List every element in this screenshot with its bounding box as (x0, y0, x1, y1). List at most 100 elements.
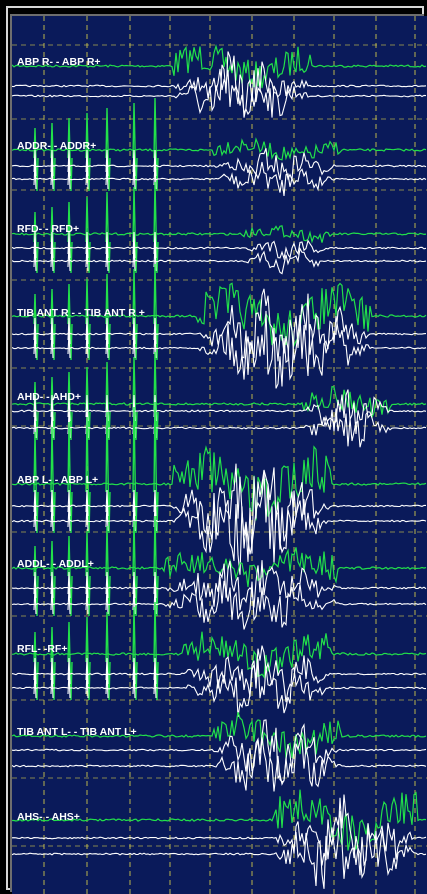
white-stimulus-spike (105, 671, 109, 699)
white-emg-trace (12, 732, 427, 792)
stimulus-artifact-spike (132, 406, 138, 534)
white-stimulus-spike (132, 489, 136, 517)
green-emg-trace (12, 43, 427, 89)
stimulus-artifact-spike (105, 411, 111, 534)
channel-label: RFD- - RFD+ (17, 223, 79, 235)
stimulus-artifact-spike (50, 122, 56, 192)
white-emg-trace (12, 68, 427, 118)
white-stimulus-spike (85, 162, 89, 190)
stimulus-artifact-spike (67, 117, 73, 192)
stimulus-artifact-spike (132, 606, 138, 701)
stimulus-artifact-spike (33, 431, 39, 534)
white-stimulus-spike (153, 162, 157, 190)
white-emg-trace (12, 463, 426, 555)
white-emg-trace (12, 408, 427, 448)
white-stimulus-spike (85, 571, 89, 599)
stimulus-artifact-spike (105, 525, 111, 617)
white-emg-trace (12, 288, 427, 381)
green-emg-trace (12, 712, 427, 759)
white-stimulus-spike (50, 489, 54, 517)
white-stimulus-spike (132, 331, 136, 359)
stimulus-artifact-spike (132, 520, 138, 617)
green-emg-trace (12, 789, 427, 851)
white-stimulus-spike (67, 671, 71, 699)
white-stimulus-spike (33, 244, 37, 272)
stimulus-artifact-spike (67, 421, 73, 534)
white-emg-trace (12, 470, 427, 575)
channel-trace-group (12, 263, 427, 389)
channel-label: ADDR- - ADDR+ (17, 140, 96, 152)
white-stimulus-spike (33, 587, 37, 615)
channel-trace-group (12, 789, 427, 889)
white-stimulus-spike (67, 331, 71, 359)
white-stimulus-spike (50, 394, 54, 422)
channel-label: ABP R- - ABP R+ (17, 56, 101, 68)
green-emg-trace (12, 445, 427, 521)
stimulus-artifact-spike (50, 626, 56, 701)
stimulus-artifact-spike (33, 293, 39, 361)
stimulus-artifact-spike (50, 426, 56, 534)
white-stimulus-spike (50, 671, 54, 699)
stimulus-artifact-spike (85, 530, 91, 617)
white-stimulus-spike (132, 244, 136, 272)
stimulus-artifact-spike (105, 361, 111, 441)
white-stimulus-spike (50, 162, 54, 190)
white-stimulus-spike (105, 162, 109, 190)
stimulus-artifact-spike (105, 191, 111, 274)
stimulus-artifact-spike (153, 97, 159, 192)
channel-label: AHD- - AHD+ (17, 391, 81, 403)
stimulus-artifact-spike (85, 366, 91, 441)
channel-labels: ABP R- - ABP R+ ADDR- - ADDR+ RFD- - RFD+ T… (17, 56, 145, 823)
green-emg-trace (12, 631, 427, 679)
white-stimulus-spike (50, 504, 54, 532)
white-emg-trace (12, 310, 427, 389)
white-stimulus-spike (85, 671, 89, 699)
white-stimulus-spike (85, 489, 89, 517)
white-stimulus-spike (67, 244, 71, 272)
white-stimulus-spike (33, 489, 37, 517)
white-stimulus-spike (153, 244, 157, 272)
stimulus-artifact-spike (33, 631, 39, 701)
white-emg-trace (12, 645, 427, 703)
white-stimulus-spike (85, 504, 89, 532)
channel-trace-group (12, 515, 427, 630)
white-stimulus-spike (153, 489, 157, 517)
stimulus-artifact-spike (153, 351, 159, 441)
white-stimulus-spike (33, 411, 37, 439)
white-stimulus-spike (33, 671, 37, 699)
white-stimulus-spike (67, 504, 71, 532)
white-stimulus-spike (33, 394, 37, 422)
white-emg-trace (12, 576, 427, 630)
white-stimulus-spike (67, 394, 71, 422)
stimulus-artifact-spike (33, 545, 39, 617)
white-stimulus-spike (105, 244, 109, 272)
channel-label: AHS- - AHS+ (17, 811, 80, 823)
stimulus-artifact-spike (85, 416, 91, 534)
stimulus-artifact-spike (67, 371, 73, 441)
white-emg-trace (12, 161, 427, 196)
channel-label: RFL- -RF+ (17, 643, 67, 655)
stimulus-artifact-spike (33, 211, 39, 274)
green-emg-trace (12, 282, 427, 348)
white-stimulus-spike (50, 571, 54, 599)
stimulus-artifact-spike (85, 196, 91, 274)
white-stimulus-spike (85, 244, 89, 272)
white-stimulus-spike (33, 504, 37, 532)
stimulus-artifact-spike (132, 102, 138, 192)
white-emg-trace (12, 794, 427, 876)
stimulus-artifact-spike (105, 107, 111, 192)
white-emg-trace (12, 247, 427, 275)
stimulus-artifact-spike (85, 278, 91, 361)
white-stimulus-spike (50, 587, 54, 615)
white-stimulus-spike (105, 587, 109, 615)
channel-trace-group (12, 43, 427, 118)
emg-plot-area[interactable]: ABP R- - ABP R+ ADDR- - ADDR+ RFD- - RFD+ T… (12, 16, 427, 894)
emg-traces (12, 43, 427, 889)
stimulus-artifact-spike (105, 273, 111, 361)
white-stimulus-spike (105, 489, 109, 517)
white-emg-trace (12, 239, 427, 261)
green-emg-trace (12, 547, 427, 587)
green-emg-trace (12, 225, 427, 244)
stimulus-artifact-spike (50, 540, 56, 617)
